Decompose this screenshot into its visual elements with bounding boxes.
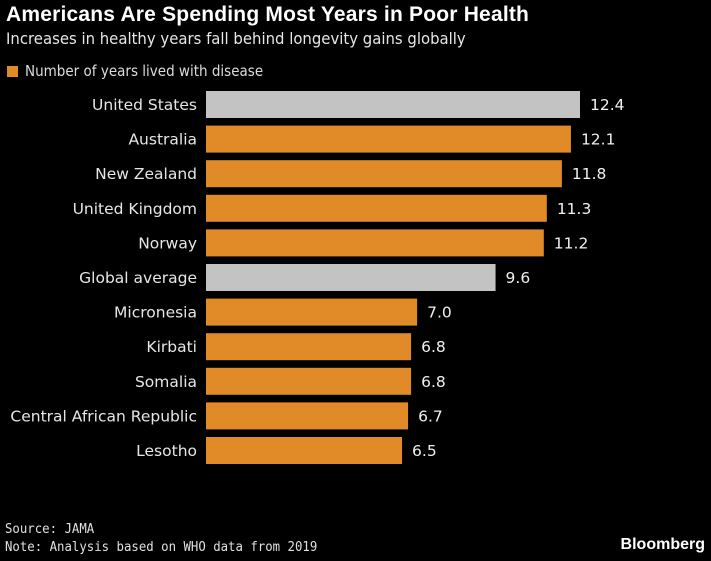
bar — [206, 264, 496, 291]
category-label: Central African Republic — [10, 407, 197, 425]
chart-subtitle: Increases in healthy years fall behind l… — [6, 29, 466, 48]
bar-row: New Zealand 11.8 — [95, 160, 607, 188]
bar — [206, 298, 418, 326]
value-label: 6.7 — [418, 407, 443, 425]
bar — [206, 194, 547, 222]
value-label: 9.6 — [506, 269, 531, 287]
category-label: Global average — [79, 269, 197, 287]
bar — [206, 402, 409, 430]
bloomberg-logo: Bloomberg — [620, 536, 705, 553]
chart-title: Americans Are Spending Most Years in Poo… — [6, 3, 530, 26]
bar-row: Global average 9.6 — [79, 264, 530, 291]
bar-row: Central African Republic 6.7 — [10, 402, 443, 430]
category-label: New Zealand — [95, 165, 197, 183]
category-label: United States — [92, 96, 197, 114]
bar — [206, 160, 562, 188]
bar-row: Norway 11.2 — [138, 229, 589, 257]
category-label: Norway — [138, 234, 197, 252]
value-label: 6.8 — [421, 373, 446, 391]
value-label: 12.4 — [590, 96, 625, 114]
category-label: Somalia — [135, 373, 197, 391]
value-label: 7.0 — [427, 304, 452, 322]
value-label: 11.8 — [572, 165, 607, 183]
data-note: Note: Analysis based on WHO data from 20… — [5, 540, 318, 555]
category-label: Micronesia — [114, 304, 197, 322]
bar-row: Somalia 6.8 — [135, 367, 446, 395]
legend: Number of years lived with disease — [7, 62, 290, 80]
bar — [206, 229, 544, 257]
value-label: 11.3 — [557, 200, 592, 218]
bar-row: United States 12.4 — [92, 91, 625, 118]
value-label: 11.2 — [554, 234, 589, 252]
legend-swatch — [7, 65, 18, 77]
bar — [206, 125, 571, 153]
category-label: Kirbati — [146, 338, 197, 356]
category-label: United Kingdom — [73, 200, 197, 218]
value-label: 12.1 — [581, 131, 616, 149]
category-label: Australia — [128, 131, 197, 149]
value-label: 6.5 — [412, 442, 437, 460]
bar-row: Kirbati 6.8 — [146, 333, 446, 361]
bar-row: United Kingdom 11.3 — [73, 194, 592, 222]
legend-label: Number of years lived with disease — [25, 62, 264, 80]
value-label: 6.8 — [421, 338, 446, 356]
bar — [206, 367, 412, 395]
bar-row: Micronesia 7.0 — [114, 298, 452, 326]
bar — [206, 333, 412, 361]
source-note: Source: JAMA — [5, 522, 95, 537]
bar-row: Australia 12.1 — [128, 125, 616, 153]
bar-row: Lesotho 6.5 — [136, 437, 437, 464]
bar — [206, 91, 580, 118]
category-label: Lesotho — [136, 442, 197, 460]
bar — [206, 437, 403, 464]
